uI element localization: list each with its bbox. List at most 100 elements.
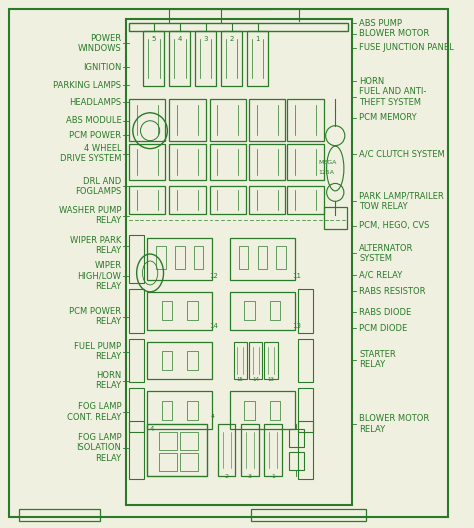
Text: 5: 5 [152,36,156,42]
Text: DRL AND
FOGLAMPS: DRL AND FOGLAMPS [75,176,121,196]
Text: PCM MEMORY: PCM MEMORY [359,114,417,122]
Bar [129,99,165,140]
Bar [156,247,166,269]
Bar [230,292,295,329]
Text: ALTERNATOR
SYSTEM: ALTERNATOR SYSTEM [359,244,414,263]
Text: RABS RESISTOR: RABS RESISTOR [359,287,426,296]
Bar [129,186,165,214]
Bar [298,338,313,382]
Text: WIPER PARK
RELAY: WIPER PARK RELAY [70,236,121,256]
Text: PARKING LAMPS: PARKING LAMPS [53,81,121,90]
Text: 4: 4 [150,426,155,432]
Text: PCM POWER
RELAY: PCM POWER RELAY [69,307,121,326]
Bar [129,338,145,382]
Bar [251,508,366,521]
Bar [175,247,185,269]
Bar [195,31,216,86]
Text: FOG LAMP
ISOLATION
RELAY: FOG LAMP ISOLATION RELAY [76,433,121,463]
Bar [249,144,285,181]
Text: RABS DIODE: RABS DIODE [359,308,411,317]
Bar [287,99,324,140]
Text: FUEL PUMP
RELAY: FUEL PUMP RELAY [74,342,121,361]
Text: 2: 2 [225,474,229,479]
Text: 4: 4 [178,36,182,42]
Text: 12: 12 [210,273,219,279]
Bar [264,424,282,476]
Text: 1: 1 [271,474,275,479]
Text: HORN
RELAY: HORN RELAY [95,371,121,390]
Text: STARTER
RELAY: STARTER RELAY [359,350,396,369]
Text: 125A: 125A [318,170,334,175]
Text: BLOWER MOTOR
RELAY: BLOWER MOTOR RELAY [359,414,429,434]
Bar [18,508,100,521]
Text: FOG LAMP
CONT. RELAY: FOG LAMP CONT. RELAY [67,402,121,422]
Bar [230,238,295,280]
Bar [247,31,268,86]
Bar [187,301,198,320]
Text: 14: 14 [210,323,219,328]
Bar [126,20,352,505]
Text: PARK LAMP/TRAILER
TOW RELAY: PARK LAMP/TRAILER TOW RELAY [359,191,444,211]
Bar [162,301,173,320]
Bar [218,424,236,476]
Text: 3: 3 [248,474,252,479]
Bar [241,424,258,476]
Text: FUEL AND ANTI-
THEFT SYSTEM: FUEL AND ANTI- THEFT SYSTEM [359,87,427,107]
Text: 1: 1 [255,36,260,42]
Bar [147,342,212,380]
Text: 14: 14 [252,377,259,382]
Bar [129,289,145,333]
Bar [249,186,285,214]
Bar [245,401,255,420]
Text: IGNITION: IGNITION [83,62,121,71]
Text: MEGA: MEGA [318,160,337,165]
Text: WIPER
HIGH/LOW
RELAY: WIPER HIGH/LOW RELAY [77,261,121,291]
Bar [147,391,212,429]
Text: 11: 11 [292,273,301,279]
Bar [159,452,177,470]
Bar [257,247,267,269]
Text: 2: 2 [229,36,234,42]
Bar [289,452,303,470]
Text: 3: 3 [203,36,208,42]
Bar [159,432,177,450]
Text: PCM, HEGO, CVS: PCM, HEGO, CVS [359,221,429,230]
Bar [230,391,295,429]
Text: 13: 13 [267,377,274,382]
Bar [249,342,262,380]
Bar [276,247,286,269]
Text: 13: 13 [292,323,301,328]
Bar [180,432,198,450]
Text: 4 WHEEL
DRIVE SYSTEM: 4 WHEEL DRIVE SYSTEM [60,144,121,163]
Bar [264,342,278,380]
Bar [298,421,313,479]
Bar [187,351,198,370]
Bar [162,351,173,370]
Bar [210,144,246,181]
Bar [298,388,313,432]
Bar [169,99,206,140]
Text: ABS MODULE: ABS MODULE [65,116,121,125]
Bar [287,186,324,214]
Bar [221,31,242,86]
Bar [169,31,191,86]
Bar [147,238,212,280]
Bar [143,31,164,86]
Bar [194,247,203,269]
Bar [147,424,207,476]
Bar [147,292,212,329]
Text: 4: 4 [210,414,214,419]
Bar [298,289,313,333]
Text: WASHER PUMP
RELAY: WASHER PUMP RELAY [59,206,121,225]
Text: POWER
WINDOWS: POWER WINDOWS [78,34,121,53]
Bar [270,301,280,320]
Bar [180,452,198,470]
Bar [129,23,348,31]
Bar [187,401,198,420]
Bar [129,144,165,181]
Bar [129,421,145,479]
Bar [234,342,247,380]
Text: HEADLAMPS: HEADLAMPS [69,98,121,107]
Bar [289,429,303,447]
Bar [245,301,255,320]
